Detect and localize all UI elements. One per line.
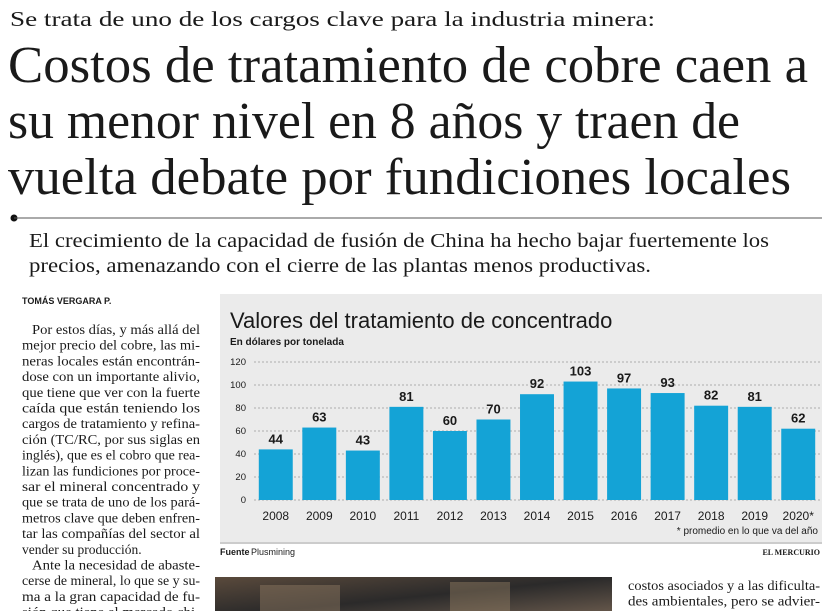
value-label: 103	[570, 364, 592, 379]
x-tick-label: 2013	[480, 509, 507, 523]
bar	[302, 427, 337, 500]
chart-title: Valores del tratamiento de concentrado	[230, 308, 612, 333]
chart-subtitle: En dólares por tonelada	[230, 337, 344, 348]
body-text: Ante la necesidad de abaste-	[32, 558, 201, 573]
y-tick-label: 120	[230, 357, 246, 368]
body-text: cargos de tratamiento y refina-	[22, 416, 201, 431]
y-tick-label: 40	[235, 449, 246, 460]
deck: El crecimiento de la capacidad de fusión…	[29, 230, 769, 252]
byline: TOMÁS VERGARA P.	[22, 296, 111, 306]
x-tick-label: 2008	[262, 509, 289, 523]
headline: su menor nivel en 8 años y traen de	[8, 93, 740, 150]
bar	[650, 393, 685, 500]
source: Plusmining	[251, 547, 295, 557]
value-label: 60	[443, 413, 457, 428]
source-label: Fuente	[220, 547, 250, 557]
chart-note: * promedio en lo que va del año	[677, 526, 819, 537]
body-text: vender su producción.	[22, 542, 142, 557]
y-tick-label: 0	[241, 495, 246, 506]
value-label: 92	[530, 376, 544, 391]
x-tick-label: 2016	[611, 509, 638, 523]
bar	[781, 428, 816, 500]
value-label: 43	[356, 433, 370, 448]
headline: Costos de tratamiento de cobre caen a	[8, 37, 808, 94]
photo-detail	[450, 582, 510, 611]
x-tick-label: 2019	[741, 509, 768, 523]
bar	[345, 450, 380, 500]
y-tick-label: 20	[235, 472, 246, 483]
body-text: tar las compañías del sector al	[22, 526, 200, 541]
body-text: des ambientales, pero se advier-	[628, 594, 821, 609]
deck: precios, amenazando con el cierre de las…	[29, 255, 651, 277]
bar	[432, 431, 467, 500]
kicker: Se trata de uno de los cargos clave para…	[10, 7, 655, 31]
body-text: cerse de mineral, lo que se y su-	[22, 573, 201, 588]
body-text: lizan las fundiciones por proce-	[22, 463, 201, 478]
x-tick-label: 2017	[654, 509, 681, 523]
bar	[258, 449, 293, 500]
body-text: que se trata de uno de los pará-	[22, 495, 201, 510]
y-tick-label: 80	[235, 403, 246, 414]
x-tick-label: 2014	[524, 509, 551, 523]
bar	[389, 406, 424, 500]
bar	[694, 405, 729, 500]
body-text: inglés), que es el cobro que rea-	[22, 448, 201, 463]
x-tick-label: 2020*	[783, 509, 815, 523]
x-tick-label: 2015	[567, 509, 594, 523]
value-label: 44	[269, 431, 284, 446]
x-tick-label: 2018	[698, 509, 725, 523]
body-text: metros clave que deben enfren-	[22, 510, 201, 525]
body-text: sar el mineral concentrado y	[22, 479, 200, 494]
body-text: dose con un importante alivio,	[22, 369, 200, 384]
bar	[476, 419, 511, 500]
value-label: 70	[486, 402, 500, 417]
value-label: 62	[791, 411, 805, 426]
y-tick-label: 60	[235, 426, 246, 437]
value-label: 81	[399, 389, 413, 404]
value-label: 81	[747, 389, 761, 404]
x-tick-label: 2009	[306, 509, 333, 523]
value-label: 63	[312, 410, 326, 425]
value-label: 97	[617, 370, 631, 385]
body-text: costos asociados y a las dificulta-	[628, 578, 821, 593]
headline: vuelta debate por fundiciones locales	[8, 149, 791, 206]
body-text: sión que tiene el mercado chi-	[22, 605, 201, 611]
body-text: Por estos días, y más allá del	[32, 322, 200, 337]
bar	[737, 406, 772, 500]
body-text: neras locales están encontrán-	[22, 353, 201, 368]
body-text: mejor precio del cobre, las mi-	[22, 338, 201, 353]
publisher: EL MERCURIO	[762, 548, 820, 557]
bar	[607, 388, 642, 500]
x-tick-label: 2012	[437, 509, 464, 523]
body-text: caída que están teniendo los	[22, 401, 200, 416]
bar	[520, 394, 554, 500]
body-text: ción (TC/RC, por sus siglas en	[22, 432, 200, 447]
photo-detail	[260, 585, 340, 611]
bar	[563, 381, 598, 500]
value-label: 82	[704, 388, 718, 403]
x-tick-label: 2010	[349, 509, 376, 523]
value-label: 93	[660, 375, 674, 390]
body-text: ma a la gran capacidad de fu-	[22, 589, 201, 604]
body-text: que tiene que ver con la fuerte	[22, 385, 200, 400]
x-tick-label: 2011	[393, 509, 419, 523]
y-tick-label: 100	[230, 380, 246, 391]
